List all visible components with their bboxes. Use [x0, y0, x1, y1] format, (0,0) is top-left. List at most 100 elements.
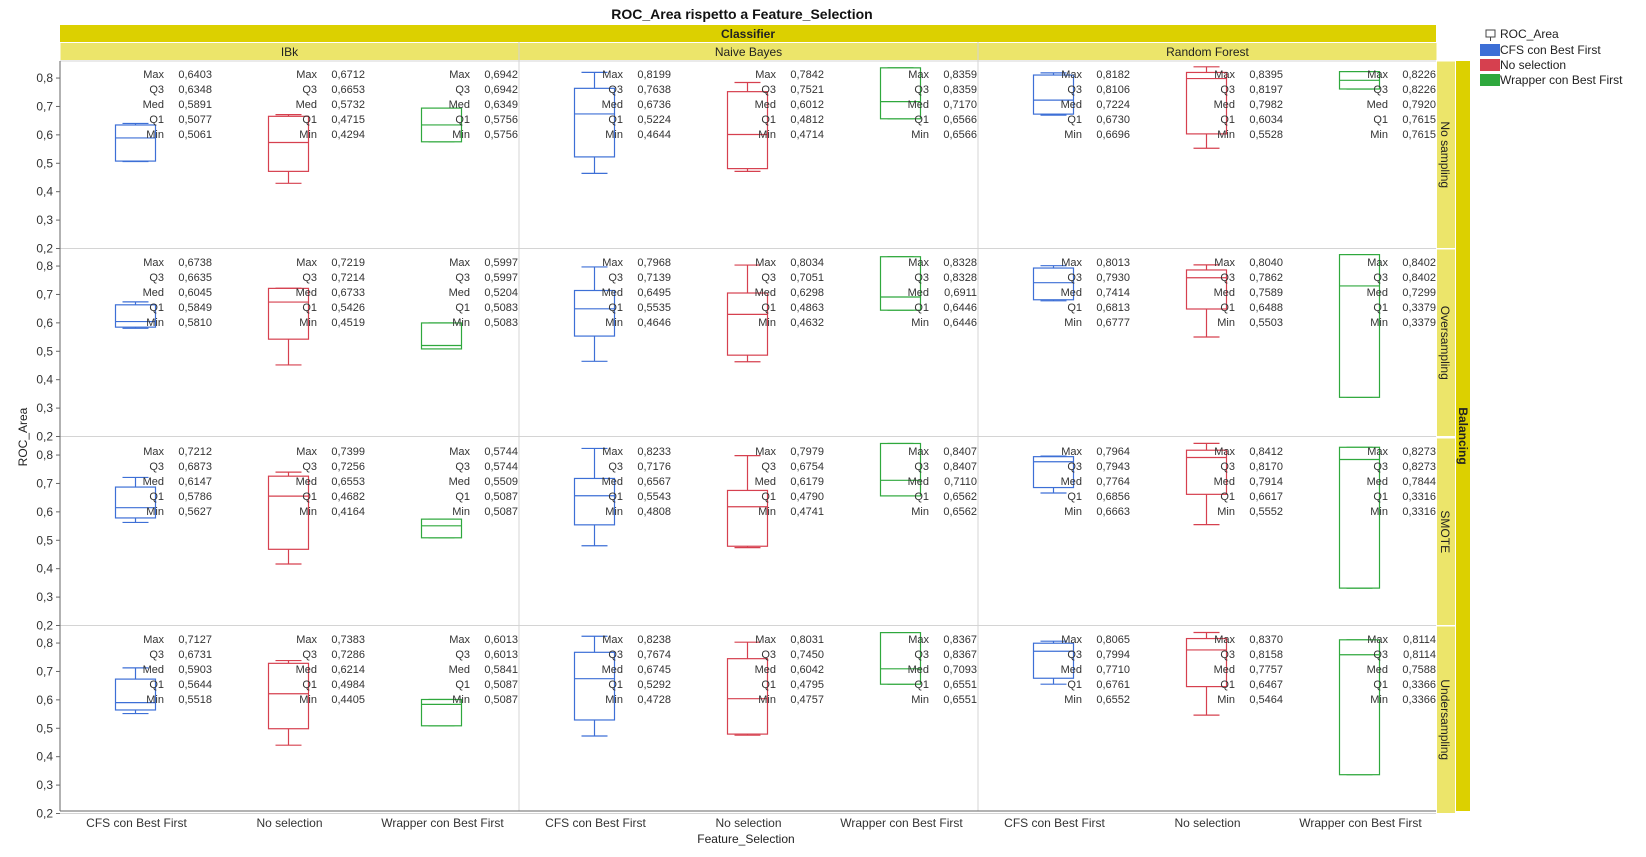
box-iqr	[879, 442, 922, 497]
stat-value-label: 0,5903	[178, 664, 212, 676]
balancing-label-1: Oversampling	[1438, 306, 1452, 380]
stat-name-label: Med	[602, 664, 623, 676]
box-iqr	[267, 662, 310, 730]
stat-name-label: Max	[1214, 446, 1235, 458]
stat-name-label: Q1	[1220, 302, 1235, 314]
stat-value-label: 0,5891	[178, 99, 212, 111]
classifier-label-0: IBk	[281, 45, 299, 59]
stat-value-label: 0,4790	[790, 491, 824, 503]
x-tick-label: No selection	[1174, 816, 1240, 830]
stat-name-label: Q1	[149, 114, 164, 126]
stat-value-label: 0,6403	[178, 69, 212, 81]
stat-name-label: Med	[602, 476, 623, 488]
stat-value-label: 0,7093	[943, 664, 977, 676]
stat-name-label: Q3	[149, 461, 164, 473]
stat-name-label: Med	[908, 476, 929, 488]
stat-name-label: Q3	[914, 272, 929, 284]
stat-name-label: Q3	[914, 461, 929, 473]
stat-name-label: Med	[1061, 99, 1082, 111]
y-tick-label: 0,7	[36, 99, 53, 113]
y-tick-label: 0,7	[36, 287, 53, 301]
stat-value-label: 0,6349	[484, 99, 518, 111]
stat-value-label: 0,6551	[943, 679, 977, 691]
stat-name-label: Q1	[1067, 491, 1082, 503]
stat-name-label: Q3	[761, 272, 776, 284]
y-tick-label: 0,5	[36, 156, 53, 170]
stat-name-label: Q3	[302, 649, 317, 661]
y-tick-label: 0,4	[36, 373, 53, 387]
stat-name-label: Max	[449, 634, 470, 646]
stat-value-label: 0,6566	[943, 114, 977, 126]
stat-value-label: 0,5204	[484, 287, 518, 299]
stat-value-label: 0,8197	[1249, 84, 1283, 96]
stat-name-label: Q1	[761, 114, 776, 126]
stat-name-label: Min	[911, 694, 929, 706]
stat-name-label: Q1	[1220, 114, 1235, 126]
legend-box-icon	[1485, 29, 1496, 38]
stat-value-label: 0,4644	[637, 129, 671, 141]
stat-value-label: 0,7615	[1402, 114, 1436, 126]
x-tick-label: CFS con Best First	[1004, 816, 1105, 830]
stat-name-label: Min	[1217, 506, 1235, 518]
stat-value-label: 0,6562	[943, 506, 977, 518]
stat-value-label: 0,7176	[637, 461, 671, 473]
stat-value-label: 0,7110	[944, 476, 977, 488]
stat-value-label: 0,8367	[943, 649, 977, 661]
balancing-subheader-0	[1437, 61, 1455, 248]
stat-value-label: 0,8328	[943, 272, 977, 284]
stat-value-label: 0,5841	[484, 664, 518, 676]
stat-name-label: Q3	[761, 84, 776, 96]
stat-name-label: Q1	[149, 302, 164, 314]
box-iqr	[267, 115, 310, 172]
stat-name-label: Min	[452, 506, 470, 518]
stat-value-label: 0,7212	[178, 446, 212, 458]
stat-name-label: Min	[1217, 694, 1235, 706]
stat-value-label: 0,7968	[637, 257, 671, 269]
stat-value-label: 0,5087	[484, 491, 518, 503]
classifier-header-band	[60, 25, 1436, 42]
stat-value-label: 0,4795	[790, 679, 824, 691]
stat-value-label: 0,5061	[178, 129, 212, 141]
y-tick-label: 0,8	[36, 71, 53, 85]
stat-value-label: 0,8034	[790, 257, 824, 269]
y-tick-label: 0,3	[36, 778, 53, 792]
box-iqr	[420, 518, 463, 539]
y-tick-label: 0,4	[36, 185, 53, 199]
stat-value-label: 0,7615	[1402, 129, 1436, 141]
box-iqr	[879, 67, 922, 120]
stat-value-label: 0,4405	[331, 694, 365, 706]
stat-value-label: 0,5292	[637, 679, 671, 691]
stat-name-label: Med	[755, 287, 776, 299]
stat-value-label: 0,6761	[1096, 679, 1130, 691]
stat-value-label: 0,5552	[1249, 506, 1283, 518]
stat-name-label: Q1	[455, 491, 470, 503]
stat-value-label: 0,5644	[178, 679, 212, 691]
stat-value-label: 0,7214	[331, 272, 365, 284]
stat-name-label: Q1	[761, 302, 776, 314]
classifier-subheader-2	[978, 43, 1437, 60]
stat-name-label: Med	[1214, 664, 1235, 676]
stat-value-label: 0,6736	[637, 99, 671, 111]
stat-name-label: Max	[1367, 257, 1388, 269]
stat-name-label: Max	[908, 634, 929, 646]
stat-name-label: Q3	[1373, 461, 1388, 473]
stat-value-label: 0,7450	[790, 649, 824, 661]
y-tick-label: 0,3	[36, 590, 53, 604]
stat-value-label: 0,7914	[1249, 476, 1283, 488]
stat-name-label: Med	[908, 664, 929, 676]
stat-value-label: 0,8182	[1096, 69, 1130, 81]
stat-value-label: 0,6873	[178, 461, 212, 473]
stat-name-label: Q1	[914, 302, 929, 314]
stat-name-label: Q1	[608, 679, 623, 691]
stat-name-label: Max	[449, 69, 470, 81]
stat-name-label: Med	[1061, 664, 1082, 676]
y-tick-label: 0,5	[36, 721, 53, 735]
stat-value-label: 0,7994	[1096, 649, 1130, 661]
stat-value-label: 0,6777	[1096, 317, 1130, 329]
stat-name-label: Med	[143, 664, 164, 676]
stat-name-label: Q3	[608, 84, 623, 96]
stat-value-label: 0,3379	[1402, 317, 1436, 329]
stat-value-label: 0,8328	[943, 257, 977, 269]
